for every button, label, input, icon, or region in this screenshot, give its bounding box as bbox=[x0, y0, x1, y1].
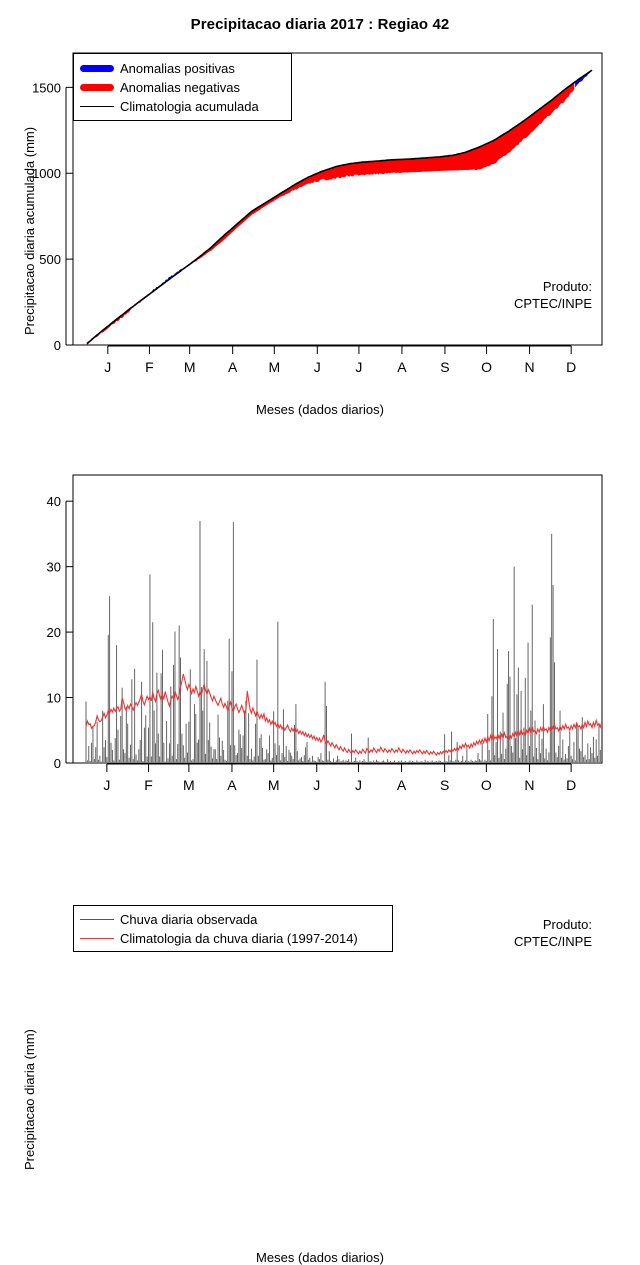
top-legend-label-1: Anomalias negativas bbox=[120, 80, 240, 95]
top-produto-line2: CPTEC/INPE bbox=[513, 296, 592, 311]
bottom-legend-item-1: Climatologia da chuva diaria (1997-2014) bbox=[74, 929, 392, 948]
bottom-legend-item-0: Chuva diaria observada bbox=[74, 910, 392, 929]
top-x-tick-label-4: M bbox=[268, 359, 280, 375]
bottom-x-tick-label-4: M bbox=[268, 777, 280, 793]
top-x-tick-label-7: A bbox=[397, 359, 407, 375]
top-x-tick-label-11: D bbox=[566, 359, 576, 375]
top-x-tick-label-10: N bbox=[525, 359, 535, 375]
bottom-x-tick-label-10: N bbox=[524, 777, 534, 793]
top-legend-item-1: Anomalias negativas bbox=[74, 78, 291, 97]
bottom-chart-canvas: 0 10 20 30 40 J F M A M J J A S O N D bbox=[47, 474, 603, 793]
top-legend-line-0 bbox=[80, 65, 114, 72]
top-legend-label-2: Climatologia acumulada bbox=[120, 99, 259, 114]
accumulated-precipitation-panel: Precipitacao diaria 2017 : Regiao 42 Pre… bbox=[0, 0, 640, 430]
top-legend-line-1 bbox=[80, 84, 114, 91]
top-y-tick-label-0: 0 bbox=[54, 338, 61, 353]
bottom-y-tick-label-0: 0 bbox=[54, 756, 61, 771]
top-x-tick-label-5: J bbox=[314, 359, 321, 375]
top-plot-frame bbox=[72, 52, 603, 346]
top-x-tick-label-1: F bbox=[145, 359, 154, 375]
bottom-y-tick-label-4: 40 bbox=[47, 494, 61, 509]
bottom-x-tick-label-11: D bbox=[566, 777, 576, 793]
top-legend-swatch-0 bbox=[74, 65, 120, 72]
bottom-x-tick-label-0: J bbox=[103, 777, 110, 793]
bottom-y-tick-label-2: 20 bbox=[47, 625, 61, 640]
bottom-legend-swatch-1 bbox=[74, 938, 120, 939]
top-x-axis-label: Meses (dados diarios) bbox=[256, 402, 384, 417]
bottom-x-axis-label: Meses (dados diarios) bbox=[256, 1250, 384, 1265]
bottom-y-axis-label: Precipitacao diaria (mm) bbox=[22, 1029, 37, 1170]
top-x-tick-label-6: J bbox=[355, 359, 362, 375]
top-y-tick-label-3: 1500 bbox=[32, 80, 61, 95]
top-legend-swatch-2 bbox=[74, 106, 120, 107]
top-legend-line-2 bbox=[80, 106, 114, 107]
daily-precipitation-panel: Precipitacao diaria (mm) Meses (dados di… bbox=[0, 430, 640, 1265]
bottom-x-tick-label-5: J bbox=[313, 777, 320, 793]
top-climatology-line bbox=[86, 69, 593, 345]
top-x-tick-label-0: J bbox=[104, 359, 111, 375]
bottom-legend-line-0 bbox=[80, 919, 114, 920]
bottom-climatology-line bbox=[85, 673, 601, 757]
bottom-x-tick-label-8: S bbox=[440, 777, 449, 793]
top-x-tick-label-9: O bbox=[481, 359, 492, 375]
bottom-legend-line-1 bbox=[80, 938, 114, 939]
bottom-x-tick-label-9: O bbox=[481, 777, 492, 793]
top-chart-canvas: 0 500 1000 1500 J F M A M J J A S O N D bbox=[32, 52, 603, 375]
bottom-x-tick-label-3: A bbox=[227, 777, 237, 793]
top-y-axis-label: Precipitacao diaria acumulada (mm) bbox=[22, 126, 37, 335]
bottom-produto-line1: Produto: bbox=[542, 917, 592, 932]
bottom-produto-line2: CPTEC/INPE bbox=[513, 934, 592, 949]
top-produto-line1: Produto: bbox=[542, 279, 592, 294]
top-legend-label-0: Anomalias positivas bbox=[120, 61, 235, 76]
top-legend-item-0: Anomalias positivas bbox=[74, 59, 291, 78]
page-title: Precipitacao diaria 2017 : Regiao 42 bbox=[190, 16, 450, 33]
top-y-tick-label-1: 500 bbox=[39, 252, 61, 267]
bottom-data-group bbox=[85, 520, 601, 762]
bottom-y-tick-label-3: 30 bbox=[47, 560, 61, 575]
top-x-tick-label-8: S bbox=[440, 359, 449, 375]
top-legend-swatch-1 bbox=[74, 84, 120, 91]
top-x-tick-label-2: M bbox=[184, 359, 196, 375]
bottom-x-tick-label-7: A bbox=[397, 777, 407, 793]
bottom-legend: Chuva diaria observada Climatologia da ch… bbox=[73, 905, 393, 952]
top-x-tick-label-3: A bbox=[228, 359, 238, 375]
bottom-produto-annotation: Produto: CPTEC/INPE bbox=[514, 916, 592, 950]
top-legend-item-2: Climatologia acumulada bbox=[74, 97, 291, 116]
top-y-tick-label-2: 1000 bbox=[32, 166, 61, 181]
bottom-legend-label-0: Chuva diaria observada bbox=[120, 912, 258, 927]
bottom-legend-label-1: Climatologia da chuva diaria (1997-2014) bbox=[120, 931, 358, 946]
bottom-plot-frame bbox=[72, 474, 603, 764]
bottom-y-tick-label-1: 10 bbox=[47, 691, 61, 706]
bottom-x-tick-label-6: J bbox=[355, 777, 362, 793]
top-produto-annotation: Produto: CPTEC/INPE bbox=[514, 278, 592, 312]
bottom-x-tick-label-2: M bbox=[183, 777, 195, 793]
bottom-legend-swatch-0 bbox=[74, 919, 120, 920]
top-legend: Anomalias positivas Anomalias negativas Cl… bbox=[73, 53, 292, 121]
bottom-x-tick-label-1: F bbox=[144, 777, 153, 793]
